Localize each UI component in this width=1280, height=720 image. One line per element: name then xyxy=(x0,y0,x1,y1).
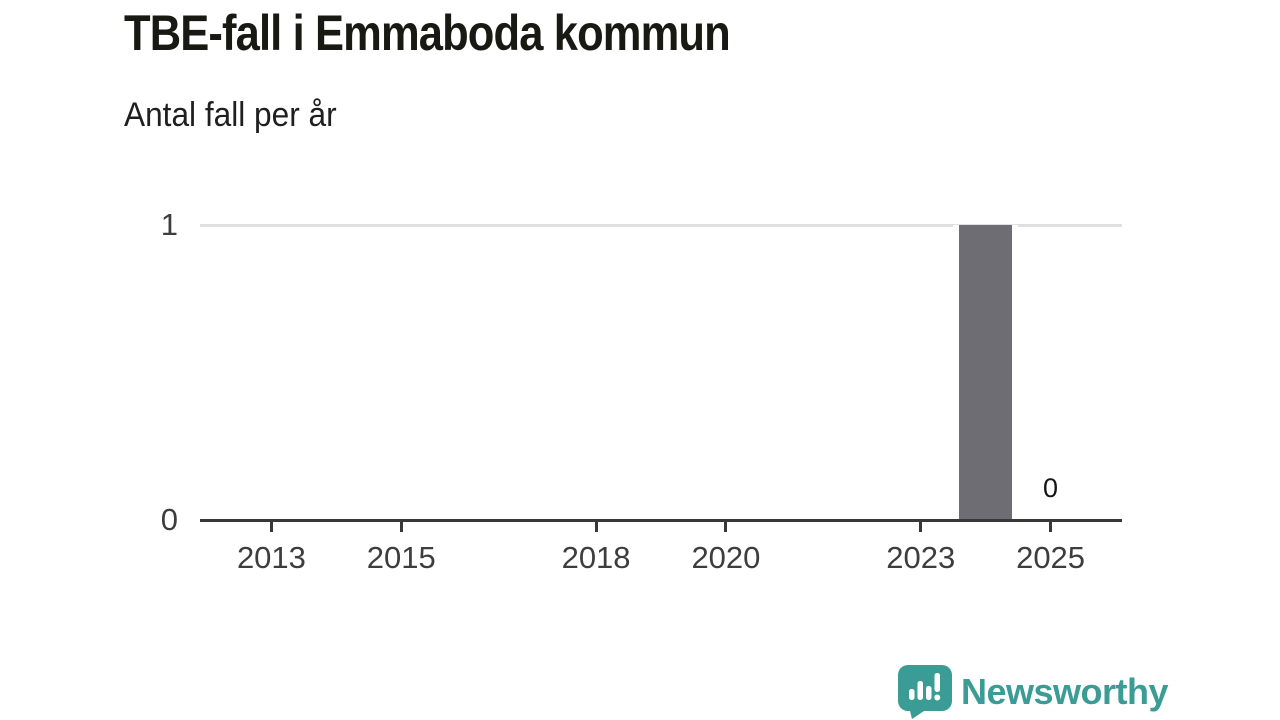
x-axis-tick-2020 xyxy=(724,520,728,532)
x-axis-line xyxy=(200,519,1122,522)
x-axis-tick-label-2025: 2025 xyxy=(1016,540,1086,575)
y-axis-tick-label-1: 1 xyxy=(160,207,178,242)
x-axis-tick-2015 xyxy=(399,520,403,532)
newsworthy-logo: Newsworthy xyxy=(898,665,1169,719)
newsworthy-logo-text: Newsworthy xyxy=(961,671,1169,712)
x-axis-tick-2013 xyxy=(269,520,273,532)
x-axis-tick-label-2018: 2018 xyxy=(561,540,631,575)
x-axis-tick-label-2013: 2013 xyxy=(236,540,306,575)
chart-subtitle: Antal fall per år xyxy=(124,96,337,134)
x-axis-tick-label-2023: 2023 xyxy=(886,540,956,575)
value-label-2025: 0 xyxy=(1043,473,1059,503)
newsworthy-speech-bubble-bar-chart-icon xyxy=(898,665,952,719)
x-axis-tick-label-2015: 2015 xyxy=(366,540,436,575)
x-axis-tick-2025 xyxy=(1049,520,1053,532)
y-axis-tick-label-0: 0 xyxy=(160,502,178,537)
chart-title: TBE-fall i Emmaboda kommun xyxy=(124,5,731,61)
bar-2024 xyxy=(953,225,1019,520)
x-axis-tick-label-2020: 2020 xyxy=(691,540,761,575)
x-axis-tick-2023 xyxy=(919,520,923,532)
x-axis-tick-2018 xyxy=(594,520,598,532)
gridline-y-1 xyxy=(200,224,1122,227)
